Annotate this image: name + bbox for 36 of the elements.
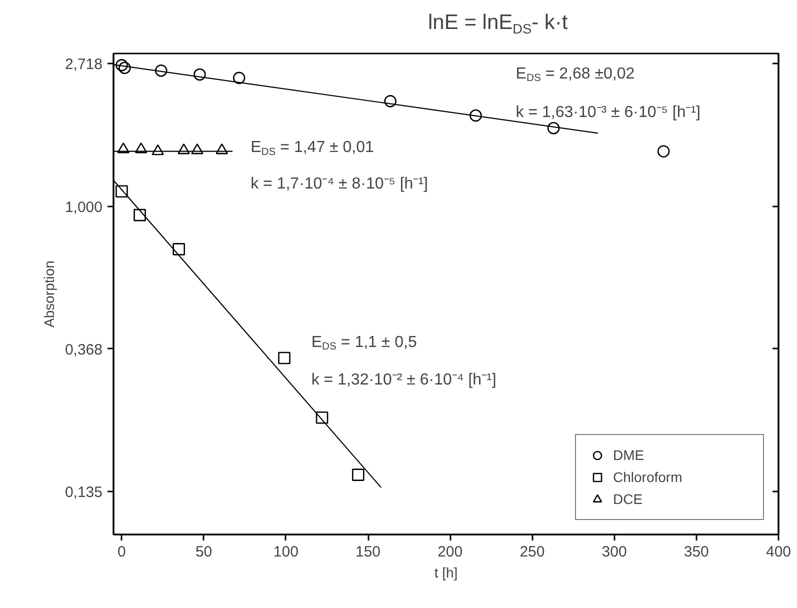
x-axis-title: t [h]	[434, 564, 458, 580]
point	[547, 122, 560, 134]
point	[172, 243, 185, 256]
point	[278, 352, 290, 364]
legend-label: DME	[613, 447, 646, 463]
x-tick-label: 0	[118, 544, 126, 560]
y-tick-label: 2,718	[64, 56, 103, 74]
point	[134, 208, 146, 222]
annotation: k = 1,63·10⁻³ ± 6·10⁻⁵ [h⁻¹]	[516, 104, 701, 122]
x-tick-label: 150	[355, 544, 381, 560]
legend-label: DCE	[613, 491, 644, 507]
annotation: k = 1,32·10⁻² ± 6·10⁻⁴ [h⁻¹]	[311, 371, 496, 388]
point	[194, 68, 206, 81]
point	[116, 185, 128, 198]
legend-label: Chloroform	[613, 469, 684, 485]
annotation: k = 1,7·10⁻⁴ ± 8·10⁻⁵ [h⁻¹]	[250, 175, 428, 192]
x-tick-label: 300	[602, 544, 627, 560]
y-tick-label: 0,135	[64, 484, 103, 502]
x-tick-label: 400	[766, 544, 792, 560]
point	[352, 468, 364, 481]
point	[118, 62, 131, 74]
x-tick-label: 100	[273, 544, 298, 560]
x-tick-label: 250	[520, 544, 545, 560]
x-tick-label: 200	[438, 544, 463, 560]
y-tick-label: 0,368	[64, 341, 103, 358]
point	[316, 411, 328, 424]
y-axis-title: Absorption	[40, 260, 57, 328]
x-tick-label: 50	[195, 544, 212, 560]
y-tick-label: 1,000	[64, 198, 103, 216]
point	[384, 95, 396, 108]
point	[154, 64, 168, 77]
x-tick-label: 350	[684, 544, 709, 560]
point	[116, 59, 128, 72]
point	[470, 109, 482, 122]
point	[657, 145, 670, 158]
point	[232, 72, 246, 84]
